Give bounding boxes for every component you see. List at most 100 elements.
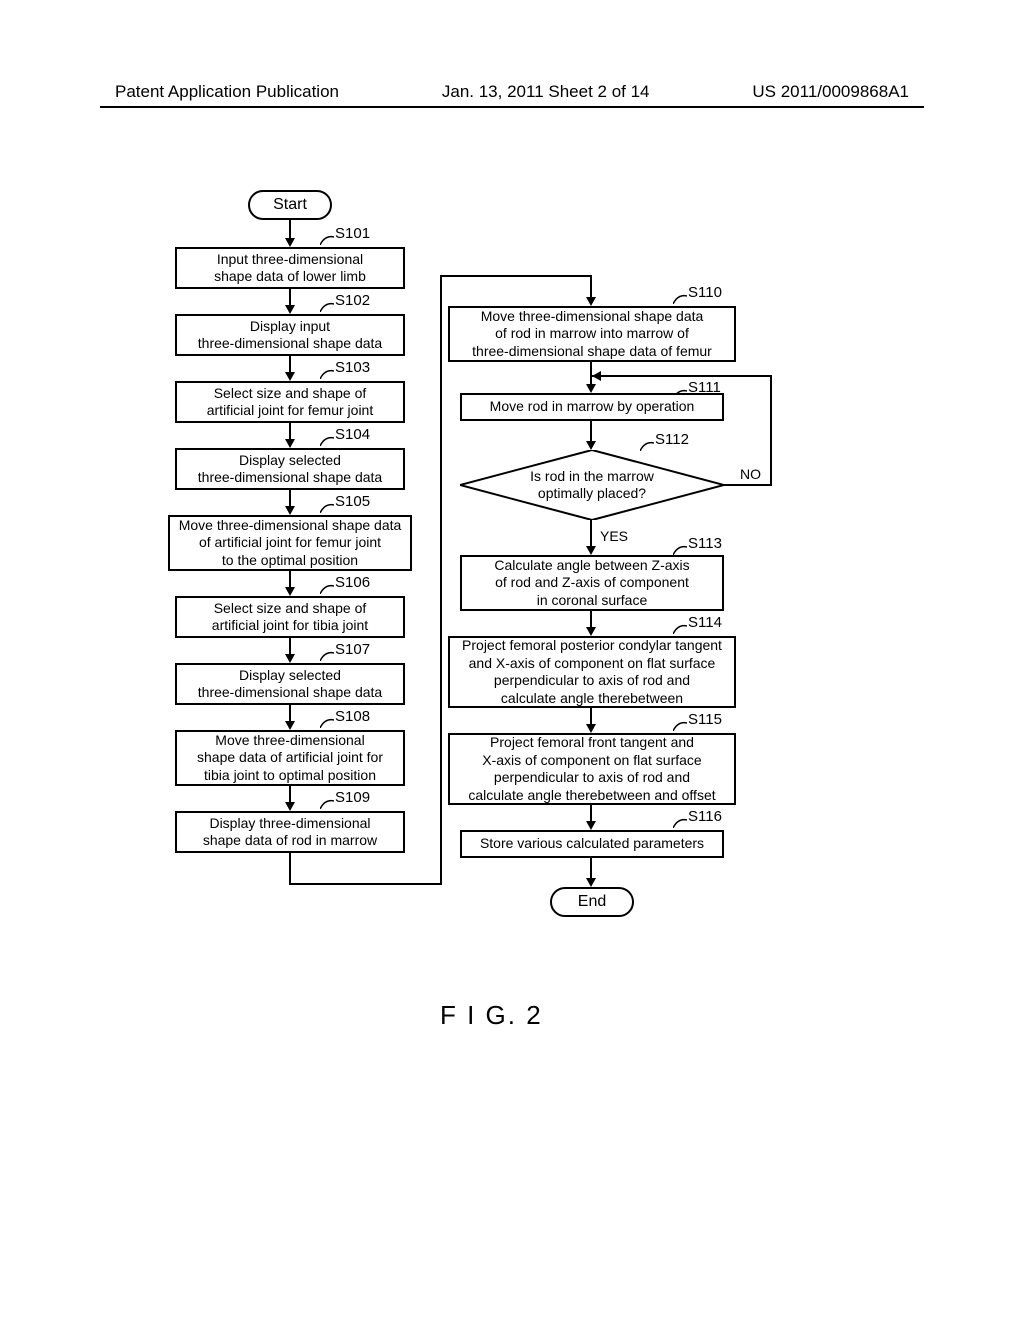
decision-s112: Is rod in the marrow optimally placed? xyxy=(460,450,724,520)
header-left: Patent Application Publication xyxy=(115,82,339,102)
end-terminal: End xyxy=(550,887,634,917)
arrow-head xyxy=(586,627,596,636)
step-label-s104: S104 xyxy=(335,426,370,443)
process-s110: Move three-dimensional shape data of rod… xyxy=(448,306,736,362)
step-label-s114: S114 xyxy=(688,614,722,631)
process-s116: Store various calculated parameters xyxy=(460,830,724,858)
label-tick xyxy=(673,815,687,825)
step-label-s112: S112 xyxy=(655,431,689,448)
arrow-head xyxy=(285,305,295,314)
arrow-head xyxy=(586,878,596,887)
header-divider xyxy=(100,106,924,108)
process-s104: Display selected three-dimensional shape… xyxy=(175,448,405,490)
arrow-head xyxy=(285,587,295,596)
label-tick xyxy=(320,433,334,443)
header-right: US 2011/0009868A1 xyxy=(752,82,909,102)
process-text: Display three-dimensional shape data of … xyxy=(203,815,377,850)
process-text: Select size and shape of artificial join… xyxy=(212,600,368,635)
decision-text: Is rod in the marrow optimally placed? xyxy=(530,468,654,503)
process-text: Display selected three-dimensional shape… xyxy=(198,452,382,487)
step-label-s115: S115 xyxy=(688,711,722,728)
step-label-s110: S110 xyxy=(688,284,722,301)
process-text: Display input three-dimensional shape da… xyxy=(198,318,382,353)
arrow-head xyxy=(285,721,295,730)
connector xyxy=(289,883,442,885)
arrow-head xyxy=(586,297,596,306)
step-label-s102: S102 xyxy=(335,292,370,309)
label-tick xyxy=(640,438,654,448)
process-s108: Move three-dimensional shape data of art… xyxy=(175,730,405,786)
process-text: Move rod in marrow by operation xyxy=(490,398,695,416)
figure-label: F I G. 2 xyxy=(440,1000,543,1031)
no-line xyxy=(724,484,772,486)
flowchart: Start S101 Input three-dimensional shape… xyxy=(0,180,1024,1080)
label-tick xyxy=(673,542,687,552)
no-line xyxy=(658,375,772,377)
process-text: Calculate angle between Z-axis of rod an… xyxy=(494,557,689,610)
header-center: Jan. 13, 2011 Sheet 2 of 14 xyxy=(442,82,650,102)
connector xyxy=(440,275,592,277)
process-s106: Select size and shape of artificial join… xyxy=(175,596,405,638)
process-s102: Display input three-dimensional shape da… xyxy=(175,314,405,356)
process-text: Move three-dimensional shape data of rod… xyxy=(472,308,712,361)
arrow-head xyxy=(285,802,295,811)
arrow-head xyxy=(586,441,596,450)
feedback-merge xyxy=(592,375,658,377)
step-label-s103: S103 xyxy=(335,359,370,376)
label-tick xyxy=(320,366,334,376)
connector xyxy=(590,275,592,299)
arrow xyxy=(289,220,291,240)
connector xyxy=(289,853,291,883)
process-text: Move three-dimensional shape data of art… xyxy=(179,517,402,570)
arrow-head xyxy=(592,371,601,381)
label-tick xyxy=(320,796,334,806)
process-text: Display selected three-dimensional shape… xyxy=(198,667,382,702)
process-text: Project femoral front tangent and X-axis… xyxy=(468,734,715,804)
process-text: Select size and shape of artificial join… xyxy=(207,385,374,420)
label-tick xyxy=(320,581,334,591)
page-header: Patent Application Publication Jan. 13, … xyxy=(0,82,1024,102)
label-tick xyxy=(673,291,687,301)
arrow-head xyxy=(285,439,295,448)
step-label-s113: S113 xyxy=(688,535,722,552)
connector xyxy=(440,275,442,885)
arrow-head xyxy=(586,724,596,733)
label-tick xyxy=(673,718,687,728)
step-label-s105: S105 xyxy=(335,493,370,510)
process-s109: Display three-dimensional shape data of … xyxy=(175,811,405,853)
process-s107: Display selected three-dimensional shape… xyxy=(175,663,405,705)
arrow-head xyxy=(586,821,596,830)
process-s111: Move rod in marrow by operation xyxy=(460,393,724,421)
process-s101: Input three-dimensional shape data of lo… xyxy=(175,247,405,289)
arrow-head xyxy=(285,238,295,247)
process-s103: Select size and shape of artificial join… xyxy=(175,381,405,423)
step-label-s101: S101 xyxy=(335,225,370,242)
arrow xyxy=(590,520,592,548)
process-s115: Project femoral front tangent and X-axis… xyxy=(448,733,736,805)
label-tick xyxy=(320,299,334,309)
label-tick xyxy=(320,648,334,658)
arrow xyxy=(590,421,592,443)
step-label-s109: S109 xyxy=(335,789,370,806)
step-label-s116: S116 xyxy=(688,808,722,825)
process-s105: Move three-dimensional shape data of art… xyxy=(168,515,412,571)
branch-no: NO xyxy=(740,466,761,482)
arrow xyxy=(590,858,592,880)
arrow-head xyxy=(586,384,596,393)
start-terminal: Start xyxy=(248,190,332,220)
arrow-head xyxy=(586,546,596,555)
end-label: End xyxy=(578,893,606,911)
process-text: Move three-dimensional shape data of art… xyxy=(197,732,383,785)
arrow-head xyxy=(285,654,295,663)
label-tick xyxy=(320,500,334,510)
process-s114: Project femoral posterior condylar tange… xyxy=(448,636,736,708)
no-line xyxy=(770,375,772,486)
process-text: Store various calculated parameters xyxy=(480,835,704,853)
step-label-s106: S106 xyxy=(335,574,370,591)
label-tick xyxy=(673,621,687,631)
label-tick xyxy=(320,715,334,725)
arrow-head xyxy=(285,372,295,381)
arrow-head xyxy=(285,506,295,515)
process-s113: Calculate angle between Z-axis of rod an… xyxy=(460,555,724,611)
process-text: Input three-dimensional shape data of lo… xyxy=(214,251,366,286)
